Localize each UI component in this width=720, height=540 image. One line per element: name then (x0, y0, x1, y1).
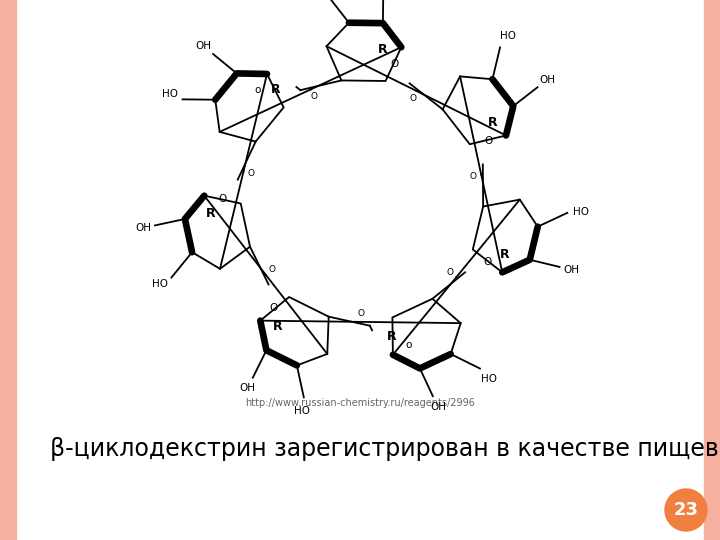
Text: O: O (218, 193, 226, 204)
Text: 23: 23 (673, 501, 698, 519)
Text: HO: HO (162, 89, 178, 99)
Text: O: O (483, 257, 492, 267)
Text: http://www.russian-chemistry.ru/reagents/2996: http://www.russian-chemistry.ru/reagents… (245, 398, 475, 408)
Text: R: R (500, 247, 509, 260)
Text: O: O (470, 172, 477, 180)
Text: OH: OH (135, 223, 151, 233)
Text: O: O (310, 92, 318, 102)
Text: O: O (248, 169, 255, 178)
Text: HO: HO (152, 279, 168, 289)
Text: OH: OH (539, 75, 555, 85)
Text: O: O (269, 265, 276, 274)
Text: O: O (390, 59, 399, 69)
Text: O: O (409, 93, 416, 103)
Text: R: R (273, 320, 282, 333)
Text: HO: HO (481, 374, 497, 383)
Text: HO: HO (573, 207, 589, 217)
Text: O: O (446, 268, 454, 276)
Text: O: O (485, 136, 492, 146)
Text: OH: OH (430, 402, 446, 412)
Text: R: R (206, 206, 215, 220)
Text: OH: OH (196, 42, 212, 51)
Text: R: R (378, 43, 388, 56)
Bar (0, 0, 16, 540)
Text: O: O (269, 303, 278, 313)
Text: O: O (357, 309, 364, 319)
Text: R: R (488, 116, 498, 129)
Text: HO: HO (500, 31, 516, 42)
Circle shape (665, 489, 707, 531)
Text: o: o (254, 85, 261, 94)
Text: HO: HO (294, 406, 310, 416)
Bar (704, 0, 720, 540)
Text: OH: OH (240, 383, 256, 394)
Text: β-циклодекстрин зарегистрирован в качестве пищевой добавки: β-циклодекстрин зарегистрирован в качест… (50, 435, 720, 461)
Text: R: R (271, 83, 281, 96)
Text: o: o (405, 340, 412, 350)
Text: OH: OH (563, 265, 579, 275)
Text: R: R (387, 330, 397, 343)
